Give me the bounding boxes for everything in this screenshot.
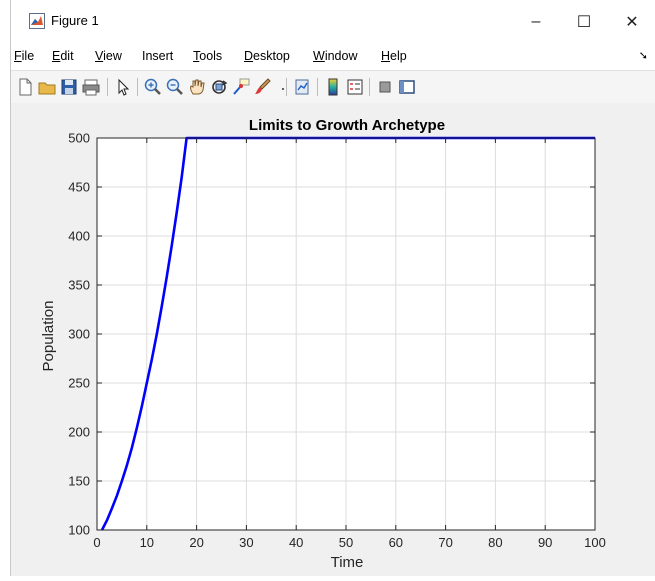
population-series-line — [100, 136, 595, 531]
window-title: Figure 1 — [51, 13, 99, 28]
x-tick-label: 20 — [189, 535, 203, 550]
open-file-icon[interactable] — [37, 77, 57, 97]
y-axis-label: Population — [40, 301, 57, 372]
new-figure-icon[interactable] — [15, 77, 35, 97]
y-tick-label: 350 — [68, 278, 90, 293]
figure-window: Figure 1 – ☐ ✕ File Edit View Insert Too… — [10, 0, 655, 576]
matlab-logo-icon — [29, 13, 45, 29]
pointer-icon[interactable] — [113, 77, 133, 97]
x-tick-label: 10 — [140, 535, 154, 550]
show-plot-tools-icon[interactable] — [397, 77, 417, 97]
x-tick-label: 100 — [584, 535, 606, 550]
y-tick-label: 100 — [68, 523, 90, 538]
series-group — [100, 136, 595, 531]
x-tick-label: 70 — [438, 535, 452, 550]
toolbar-separator — [107, 78, 108, 96]
link-plot-icon[interactable] — [293, 77, 313, 97]
x-tick-label: 50 — [339, 535, 353, 550]
menu-view[interactable]: View — [95, 49, 122, 63]
toolbar-separator — [286, 78, 287, 96]
y-tick-label: 200 — [68, 425, 90, 440]
y-tick-label: 300 — [68, 327, 90, 342]
menu-tools[interactable]: Tools — [193, 49, 223, 63]
chart-title: Limits to Growth Archetype — [249, 117, 445, 134]
minimize-button[interactable]: – — [516, 8, 556, 36]
brush-icon[interactable] — [253, 77, 273, 97]
y-tick-label: 150 — [68, 474, 90, 489]
menu-edit[interactable]: Edit — [52, 49, 74, 63]
x-tick-label: 40 — [289, 535, 303, 550]
print-icon[interactable] — [81, 77, 101, 97]
toolbar-separator — [137, 78, 138, 96]
data-cursor-icon[interactable] — [231, 77, 251, 97]
figure-toolbar — [11, 70, 655, 104]
x-tick-label: 30 — [239, 535, 253, 550]
x-axis-label: Time — [331, 554, 364, 571]
rotate-3d-icon[interactable] — [209, 77, 229, 97]
hide-plot-tools-icon[interactable] — [375, 77, 395, 97]
colorbar-icon[interactable] — [323, 77, 343, 97]
y-tick-label: 450 — [68, 180, 90, 195]
y-tick-label: 500 — [68, 131, 90, 146]
menu-file[interactable]: File — [14, 49, 35, 63]
menu-help[interactable]: Help — [381, 49, 407, 63]
brush-dropdown-icon[interactable] — [273, 77, 284, 97]
menu-bar: File Edit View Insert Tools Desktop Wind… — [11, 44, 655, 70]
y-tick-label: 400 — [68, 229, 90, 244]
figure-canvas[interactable]: 0 10 20 30 40 50 60 70 80 90 100 100 150 200 250 300 350… — [11, 103, 655, 576]
close-icon: ✕ — [625, 14, 639, 31]
legend-icon[interactable] — [345, 77, 365, 97]
tick-group: 0 10 20 30 40 50 60 70 80 90 100 100 150 200 250 300 350… — [68, 131, 606, 551]
menu-overflow-icon[interactable]: ➘ — [638, 50, 648, 62]
x-tick-label: 0 — [93, 535, 100, 550]
menu-desktop[interactable]: Desktop — [244, 49, 290, 63]
minimize-icon: – — [531, 13, 541, 30]
x-tick-label: 60 — [389, 535, 403, 550]
menu-insert[interactable]: Insert — [142, 49, 174, 63]
maximize-button[interactable]: ☐ — [564, 8, 604, 36]
x-tick-label: 80 — [488, 535, 502, 550]
y-tick-label: 250 — [68, 376, 90, 391]
x-tick-label: 90 — [538, 535, 552, 550]
line-chart[interactable]: 0 10 20 30 40 50 60 70 80 90 100 100 150 200 250 300 350… — [11, 103, 655, 576]
zoom-out-icon[interactable] — [165, 77, 185, 97]
pan-hand-icon[interactable] — [187, 77, 207, 97]
zoom-in-icon[interactable] — [143, 77, 163, 97]
toolbar-separator — [317, 78, 318, 96]
maximize-icon: ☐ — [576, 14, 592, 31]
close-button[interactable]: ✕ — [612, 8, 652, 36]
toolbar-separator — [369, 78, 370, 96]
menu-window[interactable]: Window — [313, 49, 358, 63]
title-bar[interactable]: Figure 1 – ☐ ✕ — [11, 0, 655, 44]
save-icon[interactable] — [59, 77, 79, 97]
